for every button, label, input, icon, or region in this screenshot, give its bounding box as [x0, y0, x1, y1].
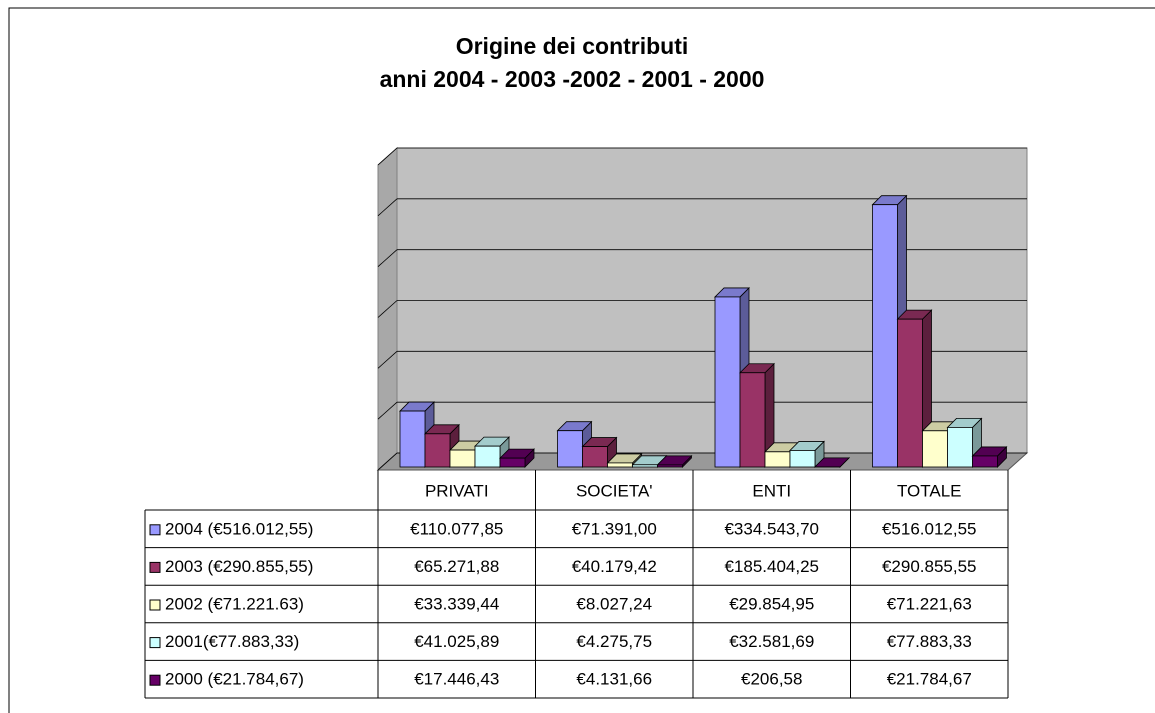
data-label: €40.179,42: [572, 557, 657, 576]
bar: [657, 464, 683, 468]
data-label: €4.275,75: [576, 632, 652, 651]
x-tick-label: TOTALE: [897, 481, 962, 500]
bar: [474, 445, 501, 468]
grid-line-side: [377, 147, 398, 166]
legend-swatch: [149, 524, 161, 536]
bar: [607, 462, 633, 468]
data-label: €71.391,00: [572, 519, 657, 538]
bar: [922, 430, 948, 468]
legend-swatch: [149, 637, 161, 649]
data-label: €29.854,95: [729, 594, 814, 613]
grid-line-side: [377, 198, 398, 217]
legend-swatch: [149, 561, 161, 573]
legend-swatch: [149, 674, 161, 686]
grid-line-side: [377, 351, 398, 369]
legend-label: 2001(€77.883,33): [165, 632, 299, 651]
data-label: €110.077,85: [410, 519, 503, 538]
grid-line-side: [377, 249, 398, 267]
data-label: €516.012,55: [882, 519, 977, 538]
x-tick-label: SOCIETA': [576, 481, 653, 500]
legend-swatch: [149, 599, 161, 611]
bar: [764, 451, 791, 468]
data-label: €41.025,89: [414, 632, 499, 651]
grid-line-side: [377, 401, 398, 420]
data-label: €71.221,63: [887, 594, 972, 613]
bar: [872, 204, 898, 468]
data-label: €185.404,25: [724, 557, 819, 576]
data-label: €32.581,69: [729, 632, 814, 651]
bar: [449, 449, 476, 468]
bar: [582, 446, 608, 468]
bar: [947, 427, 973, 468]
bar: [739, 372, 766, 468]
data-label: €65.271,88: [414, 557, 499, 576]
chart-subtitle: anni 2004 - 2003 -2002 - 2001 - 2000: [380, 66, 765, 92]
data-label: €206,58: [741, 670, 802, 689]
data-label: €334.543,70: [724, 519, 819, 538]
data-label: €17.446,43: [414, 670, 499, 689]
legend-label: 2002 (€71.221.63): [165, 594, 304, 613]
bar: [557, 430, 583, 468]
bar: [399, 410, 426, 468]
grid-line-side: [377, 300, 398, 318]
bar: [789, 450, 816, 468]
grid-line-side: [377, 452, 398, 471]
bar: [499, 457, 526, 468]
x-tick-label: PRIVATI: [425, 481, 489, 500]
chart-title: Origine dei contributi: [456, 33, 689, 59]
legend-label: 2004 (€516.012,55): [165, 519, 313, 538]
data-label: €4.131,66: [576, 670, 652, 689]
data-label: €21.784,67: [887, 670, 972, 689]
bar: [714, 296, 741, 468]
data-label: €8.027,24: [576, 594, 652, 613]
bar: [972, 455, 998, 468]
data-label: €33.339,44: [414, 594, 499, 613]
legend-label: 2003 (€290.855,55): [165, 557, 313, 576]
bar: [632, 464, 658, 468]
bar: [897, 318, 923, 468]
data-label: €290.855,55: [882, 557, 977, 576]
legend-label: 2000 (€21.784,67): [165, 670, 304, 689]
data-label: €77.883,33: [887, 632, 972, 651]
x-tick-label: ENTI: [752, 481, 791, 500]
bar: [424, 433, 451, 468]
